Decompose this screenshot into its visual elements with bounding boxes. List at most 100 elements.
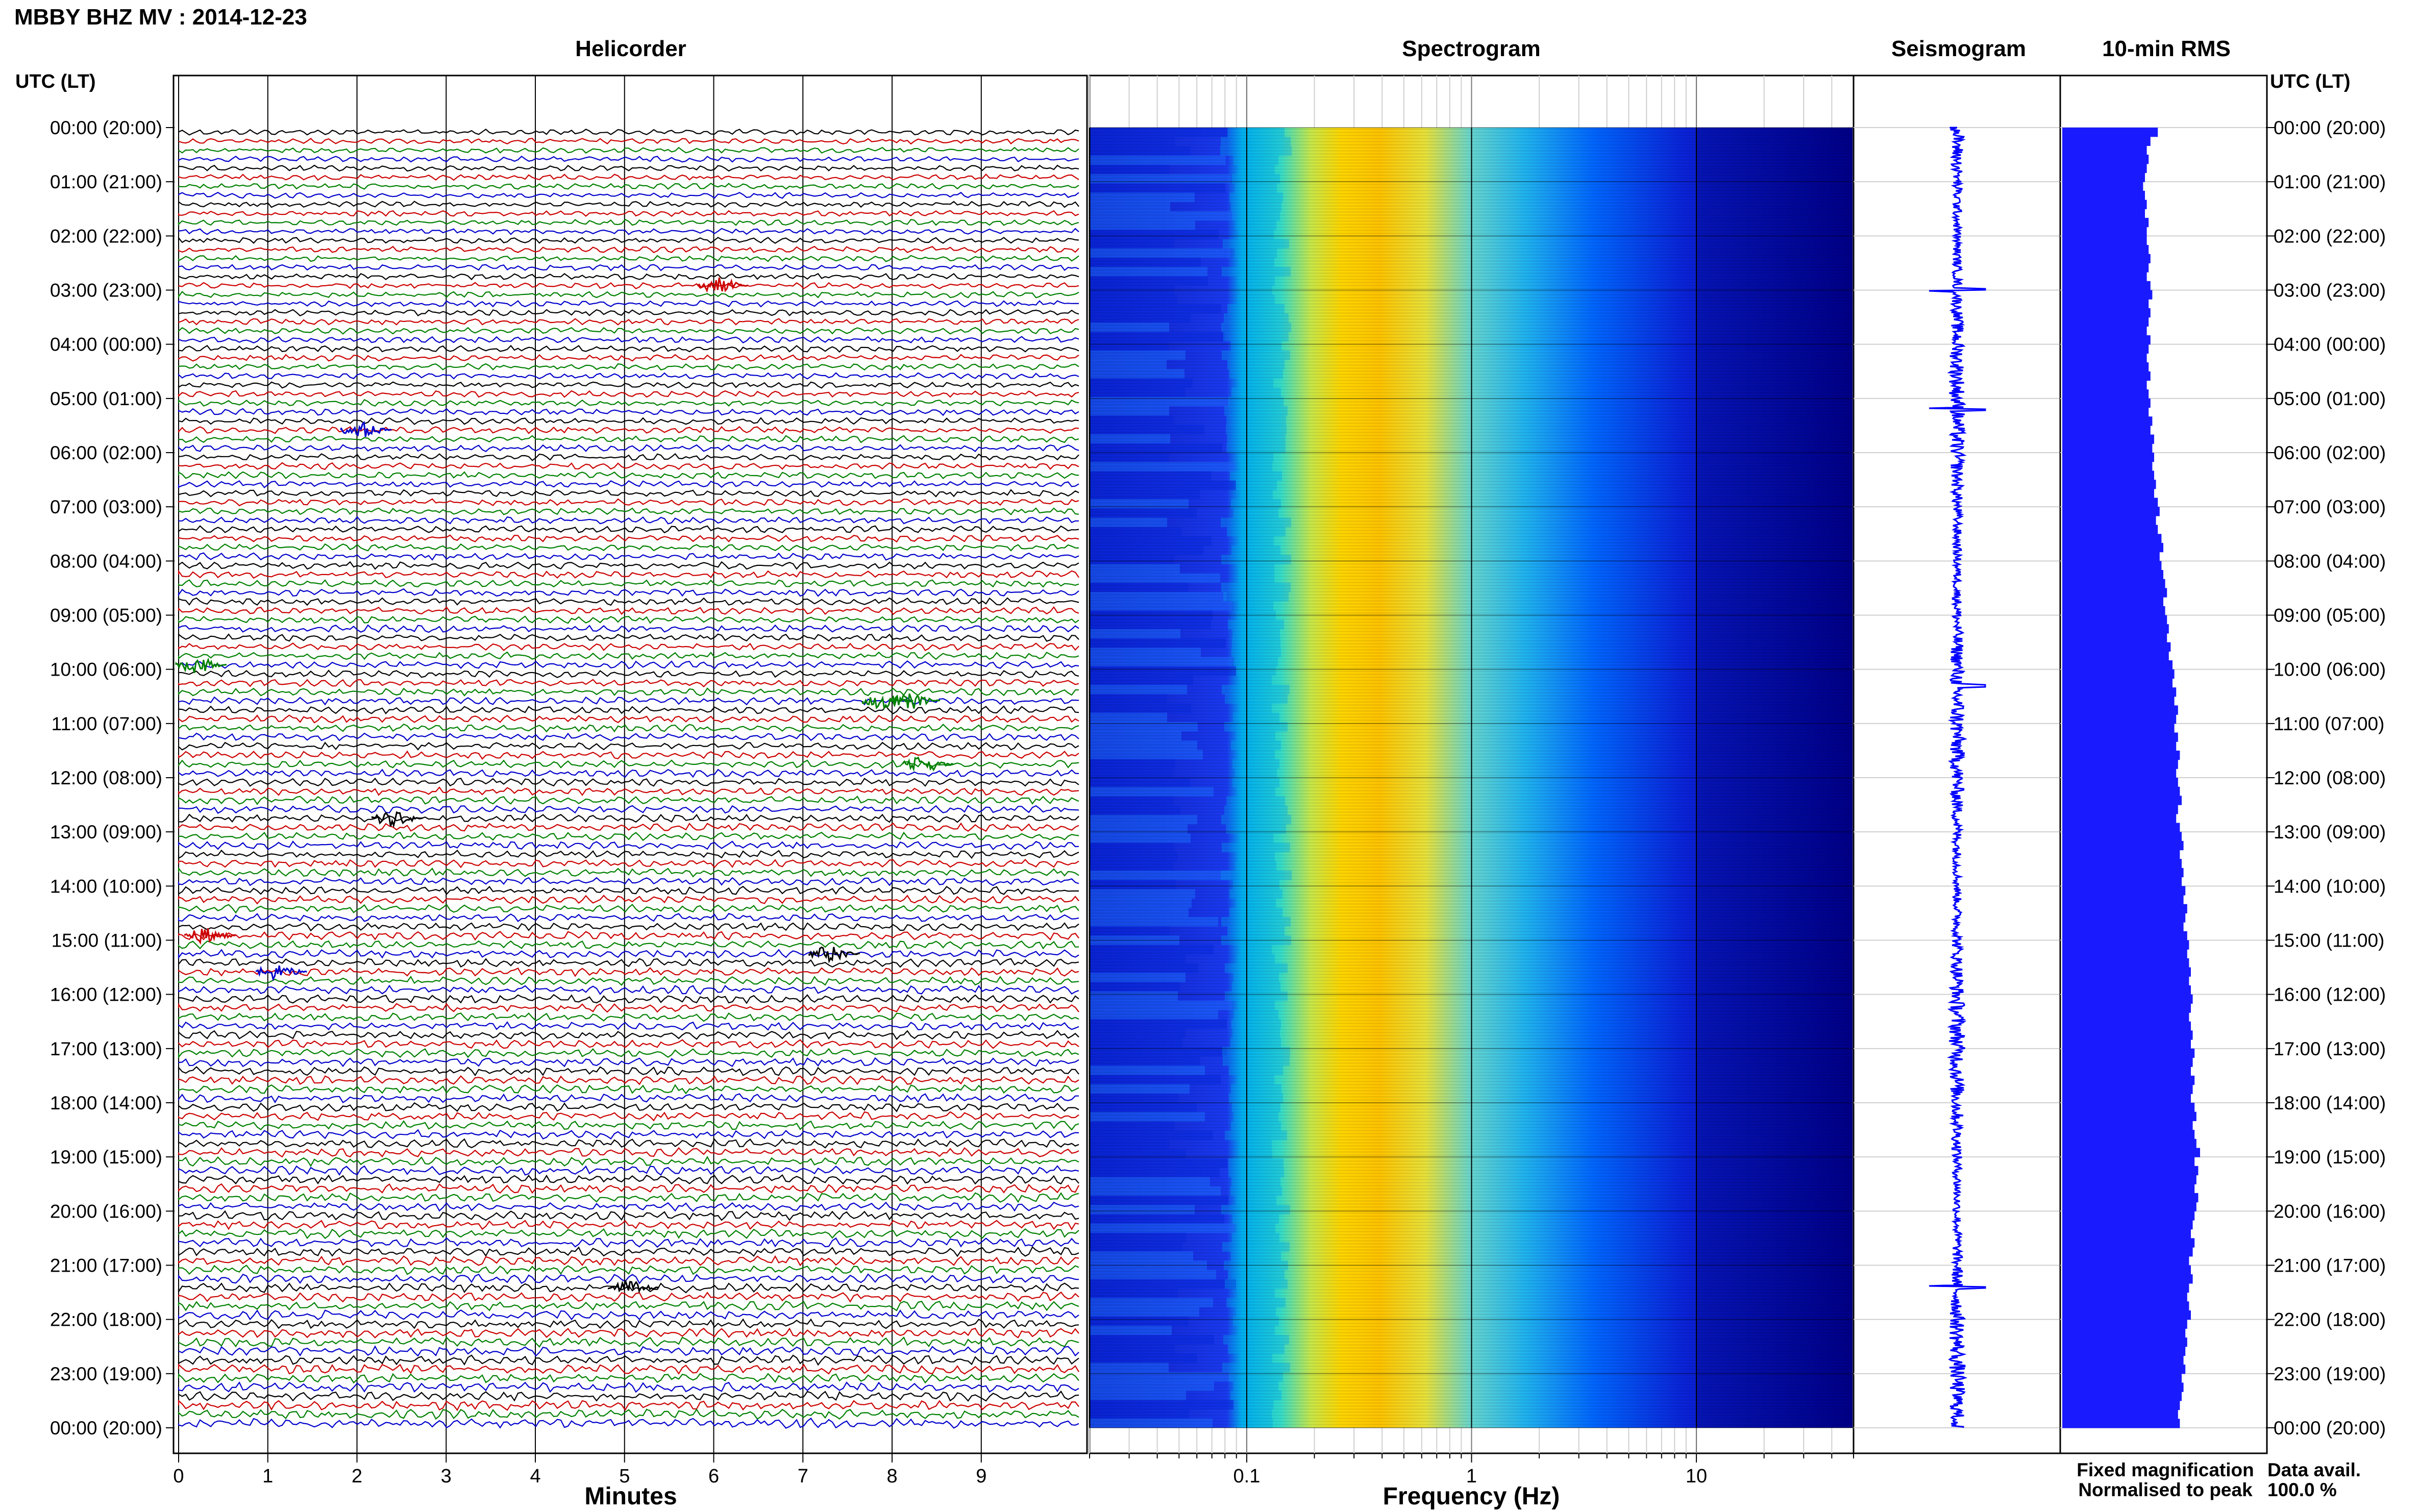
- helicorder-events: [175, 277, 954, 1294]
- helicorder-trace: [178, 670, 1079, 678]
- helicorder-trace: [178, 967, 1079, 977]
- rms-bar: [2062, 1103, 2195, 1112]
- rms-bar: [2062, 236, 2147, 245]
- rms-bar: [2062, 867, 2184, 878]
- rms-bar: [2062, 326, 2147, 336]
- time-label-left: 08:00 (04:00): [50, 551, 162, 572]
- rms-bars: [2062, 128, 2200, 1428]
- helicorder-event: [371, 811, 423, 828]
- seismogram-frame: [1853, 75, 2061, 1454]
- rms-bar: [2062, 461, 2153, 471]
- helicorder-event: [697, 277, 749, 293]
- time-label-right: 21:00 (17:00): [2274, 1255, 2386, 1276]
- helicorder-event: [608, 1280, 659, 1294]
- rms-bar: [2062, 488, 2154, 499]
- helicorder-trace: [178, 426, 1079, 434]
- rms-bar: [2062, 172, 2145, 182]
- rms-bar: [2062, 1265, 2191, 1275]
- rms-bar: [2062, 1111, 2196, 1121]
- rms-bar: [2062, 1166, 2199, 1176]
- helicorder-trace: [178, 579, 1079, 588]
- rms-bar: [2062, 597, 2163, 607]
- helicorder-trace: [178, 201, 1079, 208]
- helicorder-trace: [178, 1318, 1079, 1329]
- rms-bar: [2062, 1337, 2187, 1347]
- helicorder-trace: [178, 516, 1079, 525]
- rms-bar: [2062, 588, 2167, 598]
- rms-bar: [2062, 254, 2151, 263]
- rms-bar: [2062, 136, 2151, 146]
- rms-bar: [2062, 398, 2151, 408]
- rms-bar: [2062, 552, 2160, 561]
- time-labels-right: 00:00 (20:00) 01:00 (21:00) 02:00 (22:00) 0…: [2266, 117, 2386, 1439]
- time-label-left: 00:00 (20:00): [50, 117, 162, 138]
- rms-bar: [2062, 723, 2175, 733]
- helicorder-trace: [178, 1237, 1079, 1248]
- time-label-right: 22:00 (18:00): [2274, 1309, 2386, 1330]
- minute-tick-label: 1: [262, 1466, 273, 1487]
- rms-bar: [2062, 542, 2163, 553]
- rms-bar: [2062, 1048, 2195, 1058]
- helicorder-trace: [178, 813, 1079, 823]
- time-label-left: 17:00 (13:00): [50, 1038, 162, 1059]
- helicorder-trace: [178, 1336, 1079, 1348]
- helicorder-trace: [178, 732, 1079, 741]
- helicorder-trace: [178, 1057, 1079, 1068]
- rms-bar: [2062, 227, 2147, 236]
- time-label-right: 10:00 (06:00): [2274, 659, 2386, 680]
- time-label-right: 03:00 (23:00): [2274, 280, 2386, 301]
- minute-tick-label: 2: [352, 1466, 362, 1487]
- legend-fixed-magnification: Fixed magnification: [2077, 1459, 2254, 1480]
- rms-bar: [2062, 750, 2180, 760]
- rms-bar: [2062, 1030, 2193, 1040]
- time-label-left: 15:00 (11:00): [52, 930, 162, 951]
- spectrogram-x-axis: 0.1 1 10: [1089, 1453, 1854, 1487]
- minute-tick-label: 7: [798, 1466, 808, 1487]
- utc-lt-left-label: UTC (LT): [15, 71, 96, 92]
- time-label-left: 19:00 (15:00): [50, 1147, 162, 1168]
- helicorder-trace: [178, 282, 1079, 289]
- rms-bar: [2062, 615, 2167, 625]
- helicorder-trace: [178, 1093, 1079, 1104]
- data-avail-value: 100.0 %: [2267, 1479, 2337, 1500]
- station-title: MBBY BHZ MV : 2014-12-23: [14, 5, 307, 30]
- helicorder-trace: [178, 1002, 1079, 1013]
- helicorder-trace: [178, 877, 1079, 886]
- rms-bar: [2062, 985, 2191, 995]
- helicorder-trace: [178, 840, 1079, 851]
- helicorder-trace: [178, 164, 1079, 172]
- helicorder-traces: [178, 128, 1079, 1429]
- rms-bar: [2062, 145, 2147, 155]
- rms-bar: [2062, 813, 2177, 824]
- helicorder-trace: [178, 290, 1079, 299]
- rms-bar: [2062, 1328, 2186, 1338]
- helicorder-trace: [178, 984, 1079, 995]
- rms-bar: [2062, 1148, 2200, 1157]
- rms-bar: [2062, 687, 2177, 697]
- helicorder-panel: [172, 75, 1088, 1454]
- helicorder-event: [184, 928, 236, 945]
- rms-bar: [2062, 190, 2145, 201]
- rms-bar: [2062, 759, 2178, 769]
- rms-bar: [2062, 209, 2145, 218]
- helicorder-trace: [178, 1210, 1079, 1221]
- helicorder-trace: [178, 327, 1079, 335]
- helicorder-trace: [178, 1102, 1079, 1112]
- helicorder-trace: [178, 543, 1079, 552]
- helicorder-trace: [178, 903, 1079, 914]
- time-label-right: 06:00 (02:00): [2274, 442, 2386, 463]
- helicorder-trace: [178, 922, 1079, 932]
- rms-bar: [2062, 299, 2149, 309]
- helicorder-trace: [178, 128, 1079, 136]
- helicorder-trace: [178, 336, 1079, 343]
- helicorder-trace: [178, 931, 1079, 941]
- rms-bar: [2062, 182, 2143, 191]
- helicorder-trace: [178, 390, 1079, 398]
- rms-bar: [2062, 1319, 2187, 1329]
- rms-bar: [2062, 1084, 2193, 1094]
- helicorder-trace: [178, 724, 1079, 733]
- helicorder-trace: [178, 1255, 1079, 1267]
- time-label-right: 11:00 (07:00): [2274, 713, 2384, 734]
- helicorder-trace: [178, 417, 1079, 425]
- rms-bar: [2062, 1373, 2182, 1383]
